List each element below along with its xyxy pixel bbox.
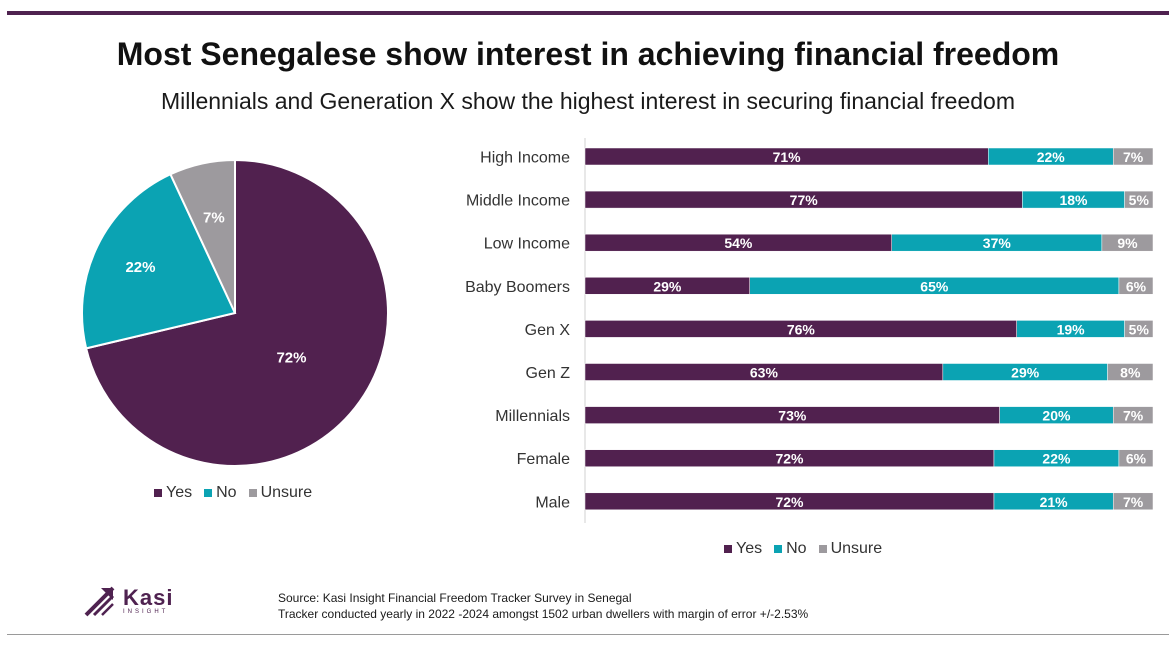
bar-value-label: 37%	[983, 235, 1012, 251]
category-label: Baby Boomers	[465, 279, 570, 296]
legend-swatch-yes	[724, 545, 732, 553]
bar-value-label: 6%	[1126, 451, 1147, 467]
logo-wordmark: Kasi	[123, 585, 174, 610]
kasi-logo: Kasi INSIGHT	[83, 584, 173, 618]
pie-legend-unsure: Unsure	[248, 484, 313, 502]
kasi-logo-icon	[84, 586, 115, 617]
legend-swatch-no	[774, 545, 783, 553]
bar-legend-no: No	[774, 540, 807, 558]
bar-legend-unsure-label: Unsure	[830, 540, 883, 557]
pie-slice-unsure	[169, 158, 236, 314]
bottom-rule	[7, 634, 1169, 635]
bar-value-label: 8%	[1120, 365, 1141, 381]
bar-segment-unsure	[1107, 363, 1154, 381]
bar-segment-unsure	[1124, 320, 1154, 338]
pie-legend-yes-label: Yes	[166, 484, 193, 501]
bar-value-label: 22%	[1042, 451, 1071, 467]
category-label: Female	[517, 451, 570, 468]
category-label: Low Income	[484, 236, 570, 253]
source-line-1: Source: Kasi Insight Financial Freedom T…	[278, 591, 632, 605]
legend-swatch-unsure	[248, 489, 257, 497]
logo-subtext: INSIGHT	[123, 609, 169, 615]
bar-value-label: 9%	[1117, 235, 1138, 251]
bar-value-label: 21%	[1040, 494, 1069, 510]
bar-value-label: 22%	[1037, 149, 1066, 165]
bar-value-label: 19%	[1057, 321, 1086, 337]
pie-label-unsure: 7%	[203, 209, 225, 226]
bar-segment-unsure	[1124, 190, 1154, 209]
category-label: High Income	[480, 150, 570, 167]
category-label: Gen Z	[526, 365, 571, 382]
page-title: Most Senegalese show interest in achievi…	[116, 36, 1060, 72]
bar-legend-no-label: No	[786, 540, 807, 557]
pie-legend-no-label: No	[216, 484, 237, 501]
bar-segment-unsure	[1118, 277, 1154, 295]
pie-legend-unsure-label: Unsure	[260, 484, 313, 501]
bar-segment-unsure	[1118, 449, 1154, 467]
bar-value-label: 71%	[773, 149, 802, 165]
legend-swatch-yes	[154, 489, 162, 497]
pie-legend-no: No	[204, 484, 237, 502]
bar-value-label: 72%	[775, 494, 804, 510]
bar-segment-unsure	[1112, 147, 1154, 166]
pie-legend-yes: Yes	[154, 484, 192, 502]
stacked-bar-chart: High Income 71% 22% 7% Middle Income 77% 18% 5%…	[465, 138, 1154, 523]
top-rule	[7, 11, 1169, 15]
bar-legend: Yes No Unsure	[724, 540, 882, 558]
bar-value-label: 63%	[750, 365, 779, 381]
bar-value-label: 7%	[1123, 149, 1144, 165]
bar-value-label: 76%	[787, 321, 816, 337]
bar-segment-unsure	[1112, 492, 1154, 511]
bar-value-label: 6%	[1126, 278, 1147, 294]
bar-segment-unsure	[1112, 406, 1154, 424]
bar-value-label: 5%	[1129, 321, 1150, 337]
legend-swatch-unsure	[818, 545, 827, 553]
bar-value-label: 29%	[1011, 365, 1040, 381]
pie-chart: 72% 22% 7%	[81, 158, 389, 467]
category-label: Millennials	[495, 408, 570, 425]
bar-legend-yes: Yes	[724, 540, 762, 558]
bar-value-label: 7%	[1123, 494, 1144, 510]
source-line-2: Tracker conducted yearly in 2022 -2024 a…	[278, 607, 809, 621]
bar-legend-yes-label: Yes	[736, 540, 763, 557]
bar-value-label: 77%	[790, 192, 819, 208]
bar-legend-unsure: Unsure	[818, 540, 883, 558]
pie-label-no: 22%	[125, 259, 155, 276]
legend-swatch-no	[204, 489, 213, 497]
bar-value-label: 65%	[920, 278, 949, 294]
pie-label-yes: 72%	[276, 350, 306, 367]
bar-value-label: 20%	[1042, 408, 1071, 424]
bar-value-label: 29%	[653, 278, 682, 294]
category-label: Male	[535, 494, 570, 511]
bar-value-label: 5%	[1129, 192, 1150, 208]
pie-legend: Yes No Unsure	[154, 484, 312, 502]
bar-segment-unsure	[1101, 233, 1154, 252]
category-label: Middle Income	[466, 193, 570, 210]
bar-value-label: 7%	[1123, 408, 1144, 424]
bar-value-label: 72%	[775, 451, 804, 467]
bar-value-label: 73%	[778, 408, 807, 424]
bar-value-label: 54%	[724, 235, 753, 251]
page-subtitle: Millennials and Generation X show the hi…	[160, 88, 1016, 114]
bar-value-label: 18%	[1059, 192, 1088, 208]
pie-slice-yes	[84, 158, 389, 467]
category-label: Gen X	[525, 322, 571, 339]
source-note: Source: Kasi Insight Financial Freedom T…	[278, 590, 808, 622]
pie-slice-no	[81, 172, 237, 350]
